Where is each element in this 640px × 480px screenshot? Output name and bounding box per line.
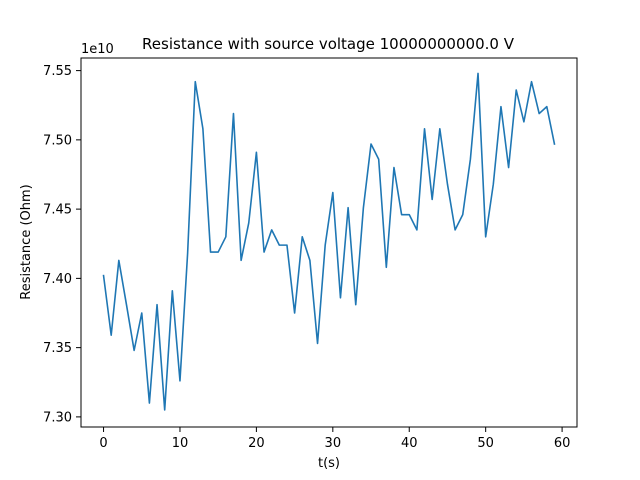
x-tick-label: 0 bbox=[99, 436, 107, 451]
y-tick-label: 7.30 bbox=[43, 410, 72, 425]
y-tick-label: 7.40 bbox=[43, 272, 72, 287]
y-tick-label: 7.35 bbox=[43, 341, 72, 356]
y-tick-label: 7.50 bbox=[43, 133, 72, 148]
plot-area bbox=[102, 72, 556, 411]
x-axis-ticks: 0 10 20 30 40 50 60 bbox=[99, 427, 570, 451]
series-line bbox=[102, 72, 556, 411]
x-tick-label: 20 bbox=[248, 436, 265, 451]
y-tick-label: 7.45 bbox=[43, 203, 72, 218]
y-axis-offset-label: 1e10 bbox=[81, 42, 114, 57]
y-tick-label: 7.55 bbox=[43, 64, 72, 79]
x-tick-label: 40 bbox=[401, 436, 418, 451]
x-tick-label: 10 bbox=[172, 436, 189, 451]
x-tick-label: 50 bbox=[477, 436, 494, 451]
y-axis-label: Resistance (Ohm) bbox=[19, 184, 34, 299]
y-axis-ticks: 7.30 7.35 7.40 7.45 7.50 7.55 bbox=[43, 64, 81, 425]
axes-frame bbox=[80, 57, 578, 428]
chart-title: Resistance with source voltage 100000000… bbox=[142, 35, 515, 53]
x-axis-label: t(s) bbox=[318, 456, 340, 471]
x-tick-label: 60 bbox=[554, 436, 571, 451]
x-tick-label: 30 bbox=[325, 436, 342, 451]
